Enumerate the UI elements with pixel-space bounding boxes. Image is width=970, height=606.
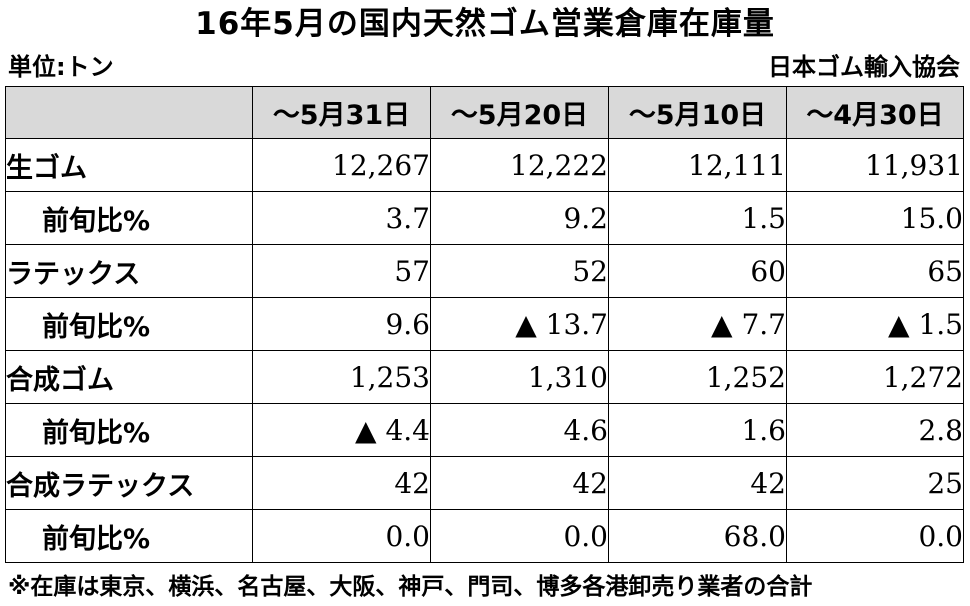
table-cell: 65: [786, 244, 964, 298]
row-label: 前旬比%: [5, 403, 253, 457]
table-cell: 12,222: [430, 138, 609, 192]
table-cell: 1,252: [608, 350, 787, 404]
table-cell: 1,253: [252, 350, 431, 404]
table-cell: ▲ 13.7: [430, 297, 609, 351]
table-cell: 0.0: [252, 509, 431, 563]
table-cell: 42: [430, 456, 609, 510]
table-header-row: ～5月31日 ～5月20日 ～5月10日 ～4月30日: [5, 86, 964, 139]
column-header: ～5月20日: [430, 86, 609, 139]
row-label: 前旬比%: [5, 191, 253, 245]
table-row: 合成ゴム 1,253 1,310 1,252 1,272: [5, 350, 964, 404]
table-cell: ▲ 4.4: [252, 403, 431, 457]
table-cell: 25: [786, 456, 964, 510]
table-cell: 12,111: [608, 138, 787, 192]
page-title: 16年5月の国内天然ゴム営業倉庫在庫量: [195, 6, 775, 42]
table-row: 前旬比% ▲ 4.4 4.6 1.6 2.8: [5, 403, 964, 457]
row-label: 前旬比%: [5, 297, 253, 351]
table-row: ラテックス 57 52 60 65: [5, 244, 964, 298]
table-cell: 68.0: [608, 509, 787, 563]
table-cell: 11,931: [786, 138, 964, 192]
table-row: 生ゴム 12,267 12,222 12,111 11,931: [5, 138, 964, 192]
table-row: 前旬比% 9.6 ▲ 13.7 ▲ 7.7 ▲ 1.5: [5, 297, 964, 351]
table-cell: 57: [252, 244, 431, 298]
table-cell: 12,267: [252, 138, 431, 192]
column-header: ～5月31日: [252, 86, 431, 139]
table-cell: 1,272: [786, 350, 964, 404]
table-cell: ▲ 1.5: [786, 297, 964, 351]
table-cell: 1,310: [430, 350, 609, 404]
table-row: 前旬比% 0.0 0.0 68.0 0.0: [5, 509, 964, 563]
row-label: ラテックス: [5, 244, 253, 298]
row-label: 合成ゴム: [5, 350, 253, 404]
header-corner-cell: [5, 86, 253, 139]
inventory-table: ～5月31日 ～5月20日 ～5月10日 ～4月30日 生ゴム 12,267 1…: [5, 86, 964, 563]
table-cell: 60: [608, 244, 787, 298]
table-row: 合成ラテックス 42 42 42 25: [5, 456, 964, 510]
column-header: ～5月10日: [608, 86, 787, 139]
table-cell: 4.6: [430, 403, 609, 457]
table-cell: 2.8: [786, 403, 964, 457]
table-cell: 15.0: [786, 191, 964, 245]
table-cell: ▲ 7.7: [608, 297, 787, 351]
table-cell: 0.0: [786, 509, 964, 563]
footnote: ※在庫は東京、横浜、名古屋、大阪、神戸、門司、博多各港卸売り業者の合計: [8, 574, 813, 600]
column-header: ～4月30日: [786, 86, 964, 139]
row-label: 合成ラテックス: [5, 456, 253, 510]
table-cell: 42: [252, 456, 431, 510]
row-label: 前旬比%: [5, 509, 253, 563]
row-label: 生ゴム: [5, 138, 253, 192]
table-cell: 42: [608, 456, 787, 510]
table-cell: 9.2: [430, 191, 609, 245]
table-cell: 52: [430, 244, 609, 298]
table-cell: 3.7: [252, 191, 431, 245]
table-row: 前旬比% 3.7 9.2 1.5 15.0: [5, 191, 964, 245]
table-cell: 9.6: [252, 297, 431, 351]
table-cell: 0.0: [430, 509, 609, 563]
table-cell: 1.6: [608, 403, 787, 457]
source-label: 日本ゴム輸入協会: [768, 53, 960, 81]
table-cell: 1.5: [608, 191, 787, 245]
unit-label: 単位:トン: [8, 53, 114, 81]
